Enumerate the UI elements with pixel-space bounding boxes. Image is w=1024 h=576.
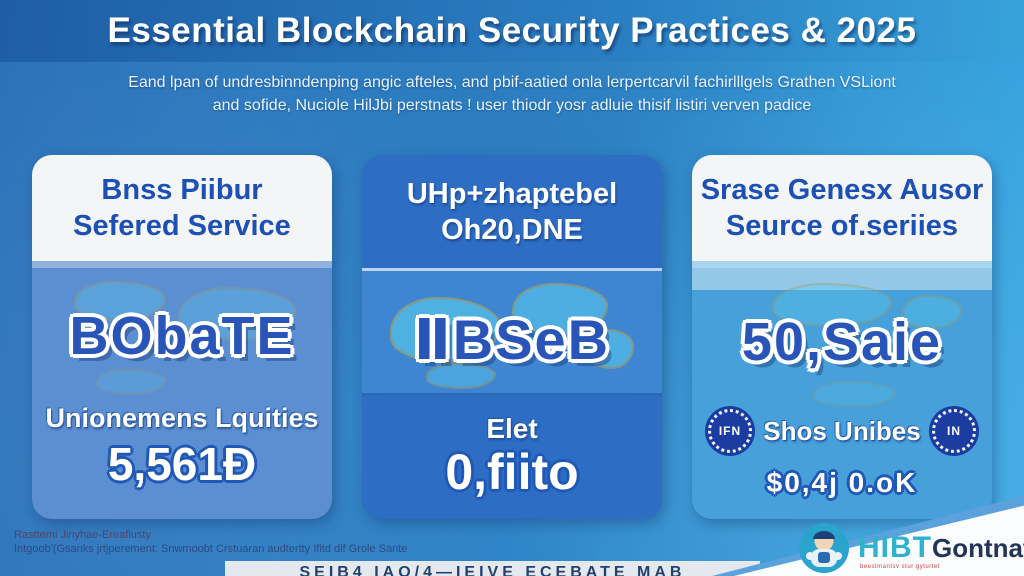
card-3-light-strip [692, 268, 992, 290]
card-3-title-line-2: Seurce of.seriies [725, 210, 959, 242]
brand-corner: HIBT Gontnation beestmantsv stur gyturte… [712, 496, 1024, 576]
map-texture-band [362, 268, 662, 396]
map-blob [74, 281, 166, 321]
map-blob [902, 295, 962, 329]
bottom-strip: SEIB4 IAO/4—IEIVE ECEBATE MAB [225, 561, 760, 576]
map-blob [812, 381, 896, 407]
map-blob [772, 283, 892, 327]
practice-card-2: UHp+zhaptebel Oh20,DNE ⅡBSeB Elet 0,fiit… [362, 155, 662, 519]
brand-tagline-text: beestmantsv stur gyturtet [860, 564, 940, 570]
card-1-title-line-2: Sefered Service [73, 210, 291, 242]
brand-logo: HIBT Gontnation beestmantsv stur gyturte… [798, 522, 1024, 574]
header-band: Essential Blockchain Security Practices … [0, 0, 1024, 62]
map-blob [178, 287, 296, 341]
mascot-icon [799, 523, 849, 573]
map-blob [390, 297, 500, 363]
card-2-stat-label: Elet [486, 413, 538, 444]
card-1-big-text: BObaTE [69, 306, 295, 366]
card-2-header: UHp+zhaptebel Oh20,DNE [362, 155, 662, 268]
card-3-header: Srase Genesx Ausor Seurce of.seriies [692, 155, 992, 268]
brand-primary-text: HIBT [858, 531, 932, 564]
brand-text: HIBT Gontnation beestmantsv stur gyturte… [858, 531, 1024, 570]
card-2-stat-value: 0,fiito [445, 444, 579, 500]
map-blob [588, 329, 634, 369]
subtitle-line-1: Eand lpan of undresbinndenping angic aft… [128, 74, 896, 91]
card-1-stat-value: 5,561Ð [107, 438, 257, 490]
brand-secondary-text: Gontnation [932, 533, 1024, 563]
coin-badge-right-icon: IN [931, 409, 976, 453]
footnote-line-1: Rasttemi Jinyhae-Ereafiusty [14, 529, 151, 541]
footnote-block: Rasttemi Jinyhae-Ereafiusty Intgoob'(Gsa… [14, 528, 407, 556]
card-2-big-text: ⅡBSeB [413, 308, 611, 371]
practice-cards: Bnss Piibur Sefered Service BObaTE Union… [32, 155, 992, 519]
card-2-title-line-2: Oh20,DNE [441, 213, 583, 246]
page-title: Essential Blockchain Security Practices … [107, 11, 917, 50]
bottom-strip-text: SEIB4 IAO/4—IEIVE ECEBATE MAB [299, 564, 686, 576]
card-3-stat-label: Shos Unibes [763, 415, 921, 446]
map-blob [512, 283, 608, 335]
card-1-title-line-1: Bnss Piibur [101, 174, 263, 206]
map-blob [426, 363, 496, 389]
card-3-title-line-1: Srase Genesx Ausor [700, 174, 984, 206]
coin-badge-left-icon: IFN [708, 409, 752, 453]
footnote-line-2: Intgoob'(Gsanks jrtjperement: Snwmoobt C… [14, 543, 408, 555]
subtitle-block: Eand lpan of undresbinndenping angic aft… [40, 71, 984, 117]
map-blob [96, 369, 166, 395]
subtitle-line-2: and sofide, Nuciole HilJbi perstnats ! u… [212, 97, 812, 114]
card-3-big-text: 50,Saie [741, 312, 943, 372]
practice-card-1: Bnss Piibur Sefered Service BObaTE Union… [32, 155, 332, 519]
brand-name-line: HIBT Gontnation [858, 531, 1024, 565]
card-1-header: Bnss Piibur Sefered Service [32, 155, 332, 268]
practice-card-3: Srase Genesx Ausor Seurce of.seriies 50,… [692, 155, 992, 519]
card-3-badge-row: IFN Shos Unibes IN [692, 409, 992, 453]
card-3-stat-value: $0,4j 0.oK [766, 467, 918, 498]
card-2-title-line-1: UHp+zhaptebel [406, 177, 618, 210]
card-1-stat-label: Unionemens Lquities [45, 403, 319, 433]
